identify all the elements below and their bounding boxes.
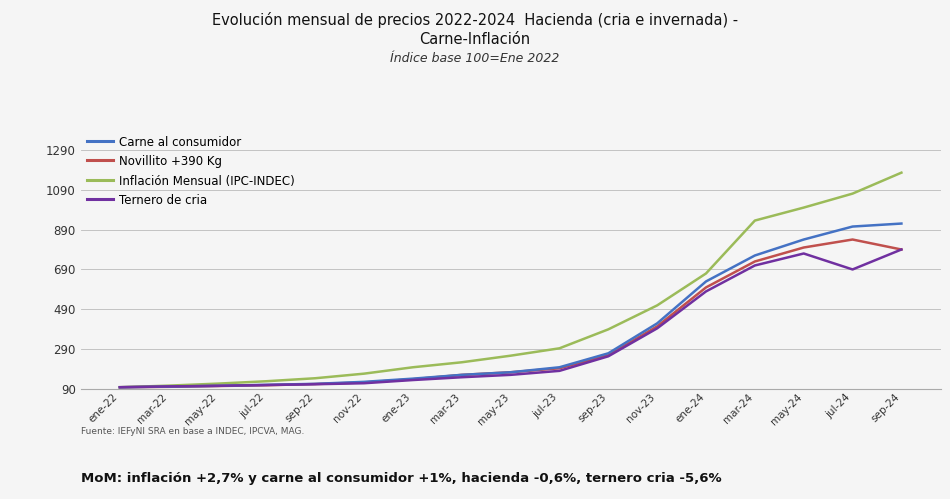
Text: Evolución mensual de precios 2022-2024  Hacienda (cria e invernada) -: Evolución mensual de precios 2022-2024 H… (212, 12, 738, 28)
Text: Índice base 100=Ene 2022: Índice base 100=Ene 2022 (390, 52, 560, 65)
Text: MoM: inflación +2,7% y carne al consumidor +1%, hacienda -0,6%, ternero cria -5,: MoM: inflación +2,7% y carne al consumid… (81, 472, 721, 485)
Legend: Carne al consumidor, Novillito +390 Kg, Inflación Mensual (IPC-INDEC), Ternero d: Carne al consumidor, Novillito +390 Kg, … (86, 136, 294, 207)
Text: Carne-Inflación: Carne-Inflación (420, 32, 530, 47)
Text: Fuente: IEFyNI SRA en base a INDEC, IPCVA, MAG.: Fuente: IEFyNI SRA en base a INDEC, IPCV… (81, 427, 304, 436)
